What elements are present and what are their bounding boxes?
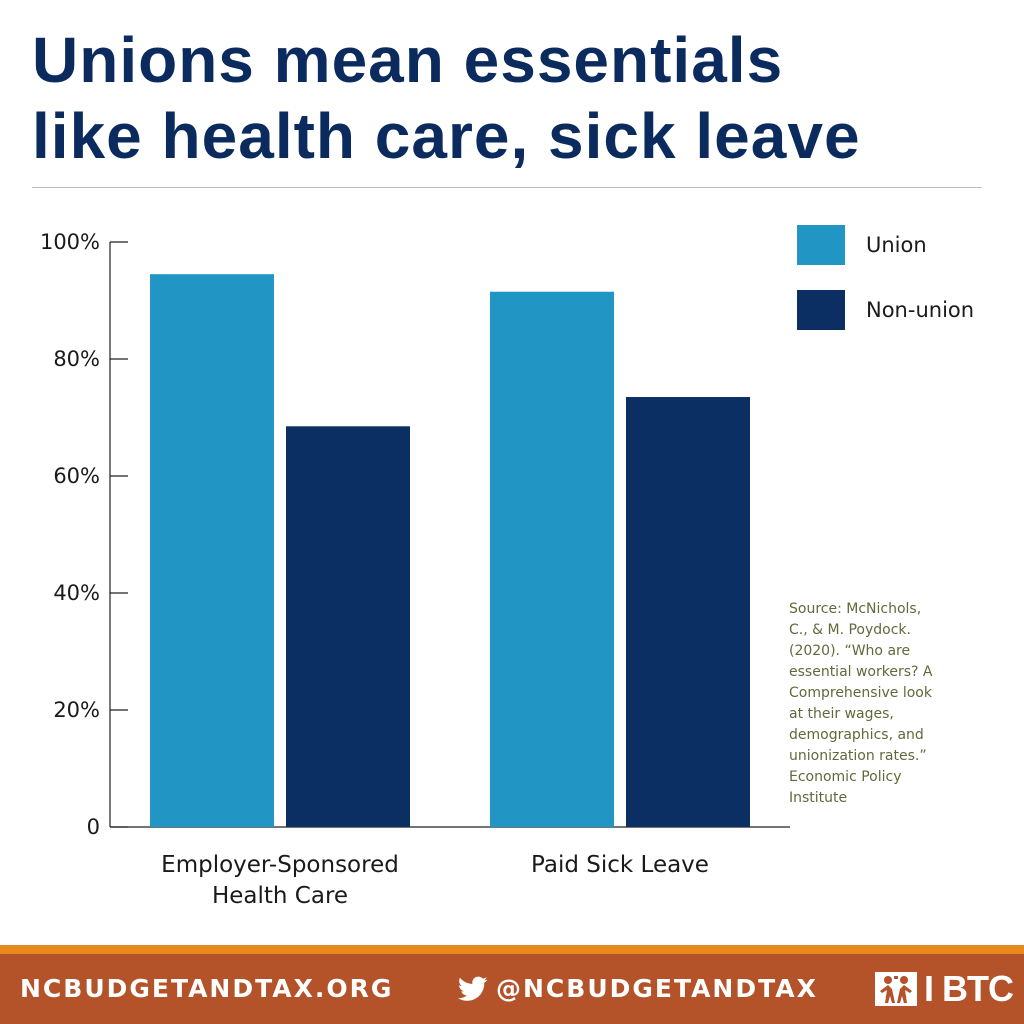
source-line: Economic Policy [789,769,902,785]
website-link[interactable]: NCBUDGETANDTAX.ORG [20,974,394,1003]
twitter-handle: @NCBUDGETANDTAX [496,974,818,1003]
chart-title-line-1: Unions mean essentials [32,24,784,96]
footer-bar: NCBUDGETANDTAX.ORG @NCBUDGETANDTAX I BTC [0,954,1024,1024]
btc-logo-text: I BTC [924,968,1014,1010]
logo-separator: I [924,968,934,1009]
source-note: Source: McNichols, C., & M. Poydock. (20… [789,599,949,809]
source-line: unionization rates.” [789,748,927,764]
y-tick-label: 100% [40,230,100,254]
source-line: Institute [789,790,848,806]
y-tick-label: 0 [87,815,100,839]
y-tick-label: 80% [53,347,100,371]
source-line: demographics, and [789,727,924,743]
twitter-link[interactable]: @NCBUDGETANDTAX [458,974,818,1003]
x-category-label: Employer-Sponsored [161,852,399,878]
x-category-label: Health Care [212,883,348,909]
source-line: Comprehensive look [789,685,932,701]
legend-label: Non-union [866,298,974,322]
legend-label: Union [866,233,927,257]
x-category-label: Paid Sick Leave [531,852,709,878]
y-tick-label: 40% [53,581,100,605]
legend-swatch [797,225,845,265]
btc-logo: I BTC [874,968,1014,1010]
twitter-bird-icon [458,976,488,1001]
bar-non-union-0 [286,426,410,827]
bar-non-union-1 [626,397,750,827]
source-line: Source: McNichols, [789,601,922,617]
y-tick-label: 60% [53,464,100,488]
source-line: essential workers? A [789,664,933,680]
logo-wordmark: BTC [942,968,1014,1009]
footer-accent-stripe [0,945,1024,954]
title-divider [32,187,982,188]
chart-title-line-2: like health care, sick leave [32,100,861,172]
source-line: C., & M. Poydock. [789,622,911,638]
legend-swatch [797,290,845,330]
source-line: at their wages, [789,706,894,722]
chart-title: Unions mean essentials like health care,… [32,22,1002,174]
bar-union-1 [490,291,614,828]
btc-figures-icon [875,972,917,1006]
y-tick-label: 20% [53,698,100,722]
source-line: (2020). “Who are [789,643,911,659]
bar-union-0 [150,274,274,827]
bar-chart: 0 20% 40% 60% 80% 100% Employer-Sponsored Healt… [40,225,974,909]
